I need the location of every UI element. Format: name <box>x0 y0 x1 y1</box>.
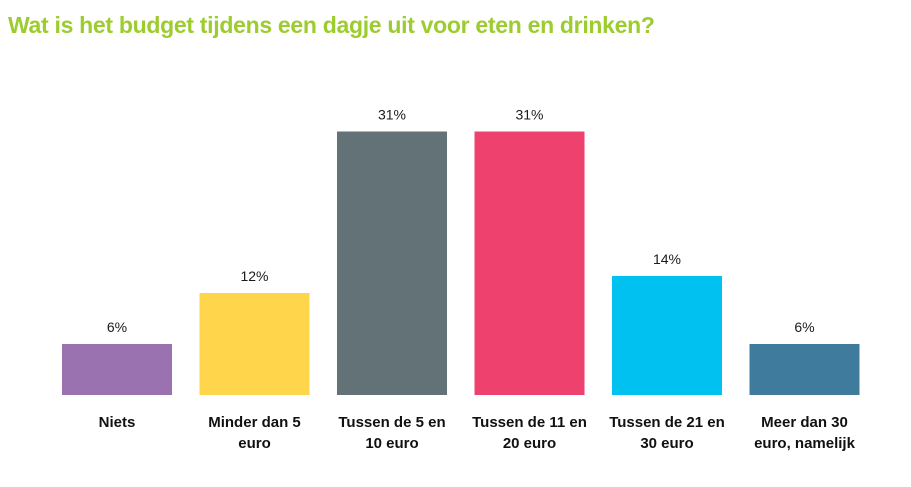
bar-5 <box>612 276 722 395</box>
chart-title: Wat is het budget tijdens een dagje uit … <box>8 12 655 38</box>
category-label-3-line-2: 10 euro <box>365 435 418 452</box>
category-label-5: Tussen de 21 en 30 euro <box>609 414 725 452</box>
value-label-4: 31% <box>515 107 543 123</box>
category-label-2: Minder dan 5 euro <box>208 414 301 452</box>
value-label-6: 6% <box>794 319 814 335</box>
category-label-4: Tussen de 11 en 20 euro <box>472 414 587 452</box>
value-label-3: 31% <box>378 107 406 123</box>
category-label-4-line-1: Tussen de 11 en <box>472 414 587 431</box>
category-label-3-line-1: Tussen de 5 en <box>338 414 445 431</box>
value-label-2: 12% <box>240 268 268 284</box>
category-label-1-line-1: Niets <box>99 414 136 431</box>
bar-6 <box>749 344 860 395</box>
category-label-2-line-1: Minder dan 5 <box>208 414 301 431</box>
value-label-5: 14% <box>653 251 681 267</box>
bar-2 <box>199 293 310 395</box>
category-labels-group: Niets Minder dan 5 euro Tussen de 5 en 10 eu… <box>99 414 856 452</box>
category-label-2-line-2: euro <box>238 435 271 452</box>
category-label-1: Niets <box>99 414 136 431</box>
bar-1 <box>62 344 172 395</box>
category-label-5-line-1: Tussen de 21 en <box>609 414 725 431</box>
category-label-4-line-2: 20 euro <box>503 435 556 452</box>
category-label-3: Tussen de 5 en 10 euro <box>338 414 445 452</box>
category-label-6: Meer dan 30 euro, namelijk <box>754 414 856 452</box>
bar-3 <box>337 131 447 395</box>
value-label-1: 6% <box>107 319 127 335</box>
category-label-6-line-2: euro, namelijk <box>754 435 856 452</box>
category-label-6-line-1: Meer dan 30 <box>761 414 848 431</box>
bar-4 <box>474 131 585 395</box>
bars-group <box>62 131 860 395</box>
category-label-5-line-2: 30 euro <box>640 435 693 452</box>
value-labels-group: 6% 12% 31% 31% 14% 6% <box>107 107 815 336</box>
